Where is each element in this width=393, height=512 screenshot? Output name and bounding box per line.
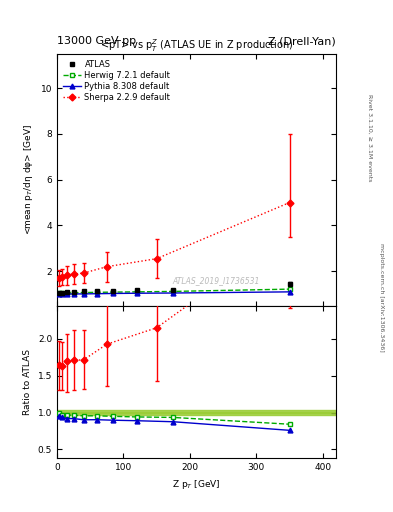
- Legend: ATLAS, Herwig 7.2.1 default, Pythia 8.308 default, Sherpa 2.2.9 default: ATLAS, Herwig 7.2.1 default, Pythia 8.30…: [61, 58, 172, 103]
- Text: ATLAS_2019_I1736531: ATLAS_2019_I1736531: [173, 276, 260, 285]
- Title: <pT> vs p$_T^Z$ (ATLAS UE in Z production): <pT> vs p$_T^Z$ (ATLAS UE in Z productio…: [100, 37, 293, 54]
- Text: Rivet 3.1.10, ≥ 3.1M events: Rivet 3.1.10, ≥ 3.1M events: [367, 95, 372, 182]
- Y-axis label: Ratio to ATLAS: Ratio to ATLAS: [23, 349, 32, 415]
- Bar: [57, 410, 336, 415]
- Y-axis label: <mean p$_T$/dη dφ> [GeV]: <mean p$_T$/dη dφ> [GeV]: [22, 124, 35, 235]
- Text: Z (Drell-Yan): Z (Drell-Yan): [268, 36, 336, 46]
- X-axis label: Z p$_T$ [GeV]: Z p$_T$ [GeV]: [172, 478, 221, 490]
- Text: mcplots.cern.ch [arXiv:1306.3436]: mcplots.cern.ch [arXiv:1306.3436]: [380, 243, 384, 351]
- Text: 13000 GeV pp: 13000 GeV pp: [57, 36, 136, 46]
